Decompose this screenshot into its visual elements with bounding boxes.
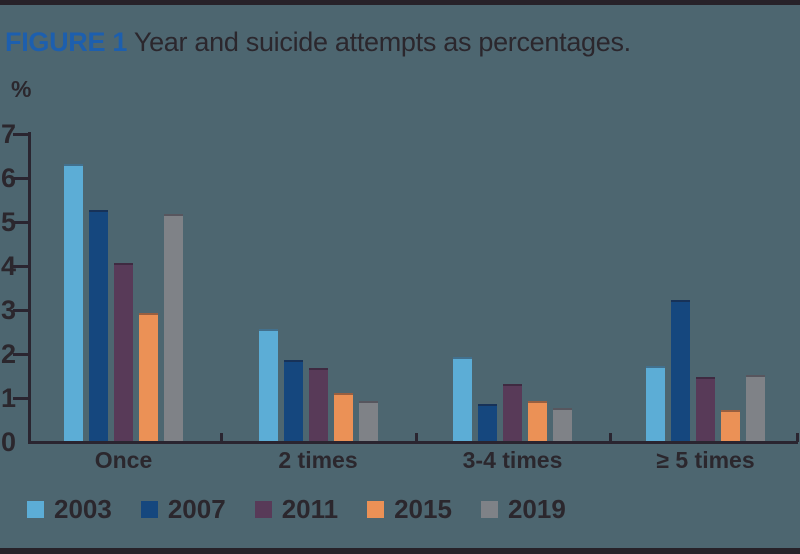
legend-item-2011: 2011 (254, 494, 339, 524)
bar-2003 (453, 357, 472, 441)
legend-swatch-icon (480, 500, 498, 518)
bar-2003 (646, 366, 665, 441)
legend-swatch-icon (367, 500, 385, 518)
category-label: Once (94, 447, 153, 473)
bar-2019 (746, 375, 765, 441)
legend: 2003 2007 2011 2015 2019 (27, 496, 566, 522)
x-axis-tick (414, 433, 418, 442)
y-axis-tick (13, 264, 28, 268)
bar-group (258, 132, 378, 441)
y-axis-unit-label: % (11, 76, 32, 102)
legend-swatch-icon (254, 500, 272, 518)
bar-2011 (503, 383, 522, 441)
y-axis-tick (13, 396, 28, 400)
legend-label: 2003 (54, 494, 112, 524)
bar-2019 (164, 214, 183, 441)
bar-2015 (333, 392, 353, 441)
legend-item-2019: 2019 (480, 494, 566, 524)
bottom-frame-border (0, 548, 800, 554)
legend-item-2007: 2007 (140, 494, 226, 524)
figure-title-text: Year and suicide attempts as percentages… (133, 27, 631, 57)
category-label: 2 times (278, 447, 358, 473)
bar-2003 (64, 163, 83, 441)
bar-2019 (553, 408, 572, 441)
figure-number-label: FIGURE 1 (5, 27, 128, 57)
bar-2003 (258, 328, 278, 441)
legend-swatch-icon (27, 500, 44, 518)
bar-group (64, 132, 183, 441)
category-label: 3-4 times (462, 447, 563, 473)
category-label: ≥ 5 times (656, 447, 755, 473)
legend-label: 2007 (167, 494, 226, 524)
y-axis-tick (13, 352, 28, 356)
y-axis-tick-label: 5 (0, 207, 16, 237)
bar-2015 (721, 410, 740, 441)
bar-2011 (696, 377, 715, 441)
x-axis-line (28, 441, 798, 444)
y-axis-tick-label: 4 (0, 251, 16, 281)
legend-label: 2015 (394, 494, 452, 524)
y-axis-tick (13, 308, 28, 312)
legend-label: 2011 (281, 494, 339, 524)
legend-label: 2019 (507, 494, 566, 524)
x-axis-tick (795, 433, 799, 442)
bar-2007 (283, 359, 303, 441)
bar-group (646, 132, 765, 441)
y-axis-tick-label: 7 (0, 119, 16, 149)
legend-item-2015: 2015 (367, 496, 452, 522)
bar-2011 (308, 368, 328, 441)
y-axis-tick (13, 220, 28, 224)
y-axis-tick-label: 2 (0, 339, 16, 369)
bar-2007 (478, 403, 497, 441)
legend-item-2003: 2003 (27, 496, 112, 522)
y-axis-tick (13, 132, 28, 136)
top-frame-border (0, 0, 800, 5)
bar-2011 (114, 262, 133, 441)
y-axis-tick-label: 3 (0, 295, 16, 325)
y-axis-tick (13, 176, 28, 180)
y-axis-tick-label: 1 (0, 383, 16, 413)
legend-swatch-icon (140, 500, 158, 518)
bar-2007 (89, 210, 108, 441)
bar-2007 (671, 300, 690, 441)
x-axis-tick (220, 433, 223, 442)
bar-2015 (528, 401, 547, 441)
y-axis-tick-label: 6 (0, 163, 16, 193)
bar-2015 (139, 313, 158, 441)
bar-2019 (358, 401, 378, 441)
y-axis-line (28, 132, 31, 443)
x-axis-tick (608, 433, 612, 442)
bar-group (453, 132, 572, 441)
y-axis-tick-label: 0 (0, 427, 16, 457)
figure-title: FIGURE 1 Year and suicide attempts as pe… (5, 27, 631, 57)
